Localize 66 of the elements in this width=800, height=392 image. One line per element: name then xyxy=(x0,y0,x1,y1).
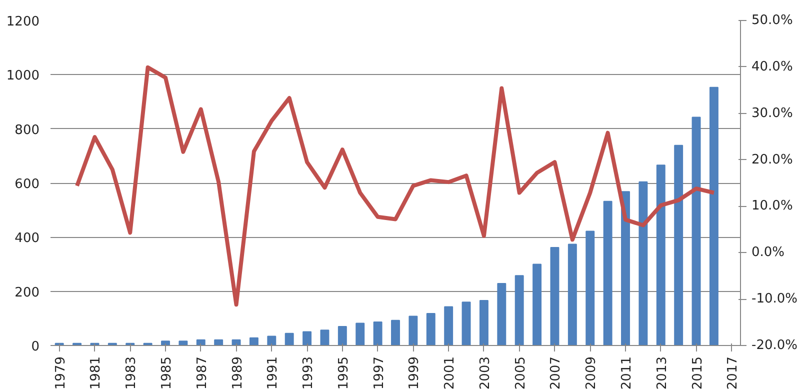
bar xyxy=(178,340,188,346)
x-tick-label: 1983 xyxy=(124,356,140,390)
bar xyxy=(391,320,400,346)
y2-tick-label: 40.0% xyxy=(752,59,793,74)
line-series xyxy=(75,65,716,307)
bar xyxy=(462,302,471,346)
y2-tick-label: 20.0% xyxy=(752,152,793,168)
x-tick-label: 2015 xyxy=(690,356,706,390)
y2-tick-label: -10.0% xyxy=(752,292,798,307)
x-tick-label: 2005 xyxy=(513,356,528,390)
y-tick-label: 400 xyxy=(14,231,40,246)
x-tick-label: 2017 xyxy=(726,356,741,390)
x-tick-label: 1985 xyxy=(160,356,174,390)
bar xyxy=(161,340,170,346)
bar xyxy=(603,200,612,346)
y-tick-label: 200 xyxy=(14,285,40,300)
bar xyxy=(532,264,542,346)
y2-tick-label: 0.0% xyxy=(752,245,785,260)
bar xyxy=(586,230,595,346)
bar xyxy=(338,326,347,346)
x-tick-label: 2007 xyxy=(548,356,564,390)
bar xyxy=(709,86,718,346)
y2-tick-label: -20.0% xyxy=(752,338,798,353)
bar xyxy=(408,316,418,346)
bar xyxy=(356,322,365,346)
x-tick-label: 1999 xyxy=(407,356,422,390)
bar xyxy=(568,244,577,346)
x-tick-label: 2011 xyxy=(620,356,634,390)
x-tick-label: 2009 xyxy=(584,356,600,390)
y-tick-label: 1200 xyxy=(6,14,40,30)
x-tick-label: 1979 xyxy=(53,356,68,390)
x-tick-label: 1989 xyxy=(230,356,246,390)
bar xyxy=(373,321,382,346)
bar xyxy=(284,332,294,346)
y2-tick-label: 10.0% xyxy=(752,198,793,214)
x-tick-label: 1995 xyxy=(336,356,352,390)
y-tick-label: 600 xyxy=(14,177,40,192)
bar xyxy=(674,144,684,346)
bar xyxy=(320,330,330,346)
bar xyxy=(638,181,648,346)
bar xyxy=(479,300,488,346)
bar xyxy=(497,282,506,346)
x-tick-label: 1981 xyxy=(88,356,104,390)
bar xyxy=(249,337,258,346)
y2-tick-label: 30.0% xyxy=(752,106,793,121)
bar xyxy=(514,275,524,346)
bar xyxy=(267,336,276,346)
bar xyxy=(302,331,312,346)
y-tick-label: 0 xyxy=(31,340,40,354)
y2-tick-label: 50.0% xyxy=(752,13,793,28)
bar xyxy=(621,191,630,346)
x-tick-label: 2013 xyxy=(654,356,670,390)
x-tick-label: 2001 xyxy=(442,356,458,390)
bar xyxy=(426,313,436,346)
x-tick-label: 2003 xyxy=(478,356,493,390)
bar xyxy=(692,116,701,346)
x-tick-label: 1987 xyxy=(194,356,210,390)
bar xyxy=(444,306,454,346)
y-tick-label: 800 xyxy=(14,122,40,138)
y-tick-label: 1000 xyxy=(6,68,40,84)
bar xyxy=(214,339,224,346)
x-tick-label: 1993 xyxy=(301,356,316,390)
bar xyxy=(656,164,666,346)
bar xyxy=(550,246,560,346)
x-tick-label: 1991 xyxy=(266,356,281,390)
x-tick-label: 1997 xyxy=(372,356,387,390)
